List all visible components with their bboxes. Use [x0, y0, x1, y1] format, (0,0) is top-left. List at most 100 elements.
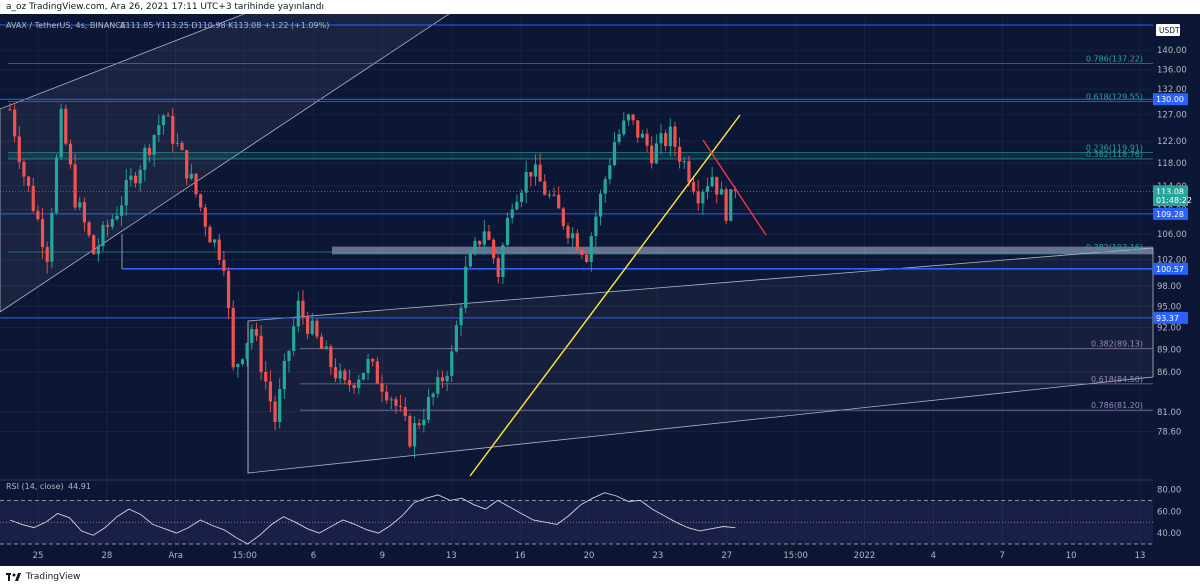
candle-body: [222, 260, 226, 271]
candle-body: [361, 373, 365, 380]
x-tick-label: 25: [33, 551, 44, 561]
chart-area[interactable]: 0.786(137.22)0.618(129.55)0.236(119.91)0…: [0, 14, 1200, 566]
candle-body: [315, 320, 319, 337]
candle-body: [8, 109, 12, 111]
candle-body: [561, 208, 565, 227]
x-tick-label: 6: [311, 551, 316, 561]
rsi-value-legend: 44.91: [68, 482, 91, 491]
candle-body: [250, 329, 254, 344]
x-tick-label: 13: [446, 551, 457, 561]
candle-body: [31, 185, 35, 211]
y-tick-label: 132.00: [1157, 85, 1187, 95]
x-tick-label: 16: [515, 551, 526, 561]
candle-body: [468, 252, 472, 267]
candle-body: [422, 419, 426, 426]
candle-body: [143, 147, 147, 170]
candle-body: [17, 136, 21, 162]
candle-body: [64, 108, 68, 144]
red-trendline: [702, 139, 767, 236]
x-tick-label: 23: [652, 551, 663, 561]
candle-body: [515, 201, 519, 210]
candle-body: [217, 239, 221, 261]
price-badge: 130.00: [1153, 93, 1188, 106]
candle-body: [385, 391, 389, 401]
candle-body: [454, 325, 458, 352]
candle-body: [161, 115, 166, 126]
candle-body: [440, 377, 445, 382]
candle-body: [13, 109, 17, 137]
candle-body: [296, 300, 300, 327]
y-tick-label: 122.00: [1157, 137, 1187, 147]
candle-body: [524, 171, 528, 193]
x-tick-label: 7: [1000, 551, 1005, 561]
candle-body: [687, 161, 691, 183]
candle-body: [319, 336, 324, 349]
candle-body: [138, 169, 142, 184]
candle-body: [40, 219, 45, 248]
candle-body: [464, 266, 468, 308]
y-tick-label: 95.00: [1157, 302, 1181, 312]
footer-brand: TradingView: [26, 572, 81, 582]
candle-body: [380, 383, 384, 392]
candle-body: [617, 134, 621, 143]
candle-body: [78, 202, 82, 208]
y-tick-label: 136.00: [1157, 65, 1187, 75]
candle-body: [36, 210, 40, 220]
candle-body: [287, 350, 291, 361]
x-tick-label: 13: [1135, 551, 1146, 561]
candle-body: [603, 179, 607, 194]
candle-body: [640, 133, 644, 138]
candle-body: [450, 351, 454, 376]
y-tick-label: 89.00: [1157, 346, 1181, 356]
candle-body: [580, 249, 584, 255]
candle-body: [543, 181, 547, 195]
candle-body: [27, 176, 31, 186]
price-badge-label: 109.28: [1156, 210, 1184, 219]
candle-body: [259, 335, 263, 372]
price-badge-bg: [1153, 262, 1188, 275]
candle-body: [129, 175, 133, 180]
fib-zone-box: [8, 152, 1086, 159]
candle-body: [366, 359, 370, 374]
candle-body: [59, 108, 63, 158]
candle-body: [54, 157, 59, 213]
candle-body: [226, 270, 231, 308]
tradingview-logo-icon: [6, 573, 21, 581]
candle-body: [203, 207, 207, 227]
candle-body: [50, 212, 54, 262]
candle-body: [505, 218, 510, 246]
price-axis[interactable]: [1153, 14, 1200, 566]
candle-body: [417, 423, 421, 426]
x-tick-label: 2022: [854, 551, 876, 561]
candle-body: [175, 142, 179, 144]
candle-body: [73, 164, 77, 208]
candle-body: [292, 326, 296, 351]
upper-left-channel: [0, 14, 450, 313]
candle-body: [412, 423, 417, 447]
candle-body: [552, 194, 556, 196]
candle-body: [329, 346, 333, 368]
candle-body: [399, 405, 403, 408]
candle-body: [571, 233, 575, 239]
candle-body: [473, 240, 477, 253]
price-badge-label: 100.57: [1156, 265, 1184, 274]
candle-body: [273, 401, 277, 422]
candle-body: [199, 194, 203, 208]
price-badge-label: 01:48:22: [1156, 196, 1192, 205]
candle-body: [594, 216, 598, 237]
y-tick-label: 127.00: [1157, 111, 1187, 121]
candle-body: [729, 189, 733, 221]
x-tick-label: 15:00: [232, 551, 257, 561]
price-badge: 93.37: [1153, 311, 1188, 324]
candle-body: [696, 191, 700, 204]
currency-label: USDT: [1159, 26, 1180, 35]
rsi-tick-label: 80.00: [1157, 485, 1181, 495]
x-tick-label: 20: [584, 551, 595, 561]
candle-body: [547, 194, 551, 196]
usdt-currency-badge[interactable]: USDT: [1156, 24, 1180, 36]
candle-body: [622, 120, 626, 135]
candle-body: [333, 367, 338, 379]
candle-body: [557, 194, 561, 209]
candle-body: [245, 343, 249, 360]
candle-body: [310, 320, 314, 334]
